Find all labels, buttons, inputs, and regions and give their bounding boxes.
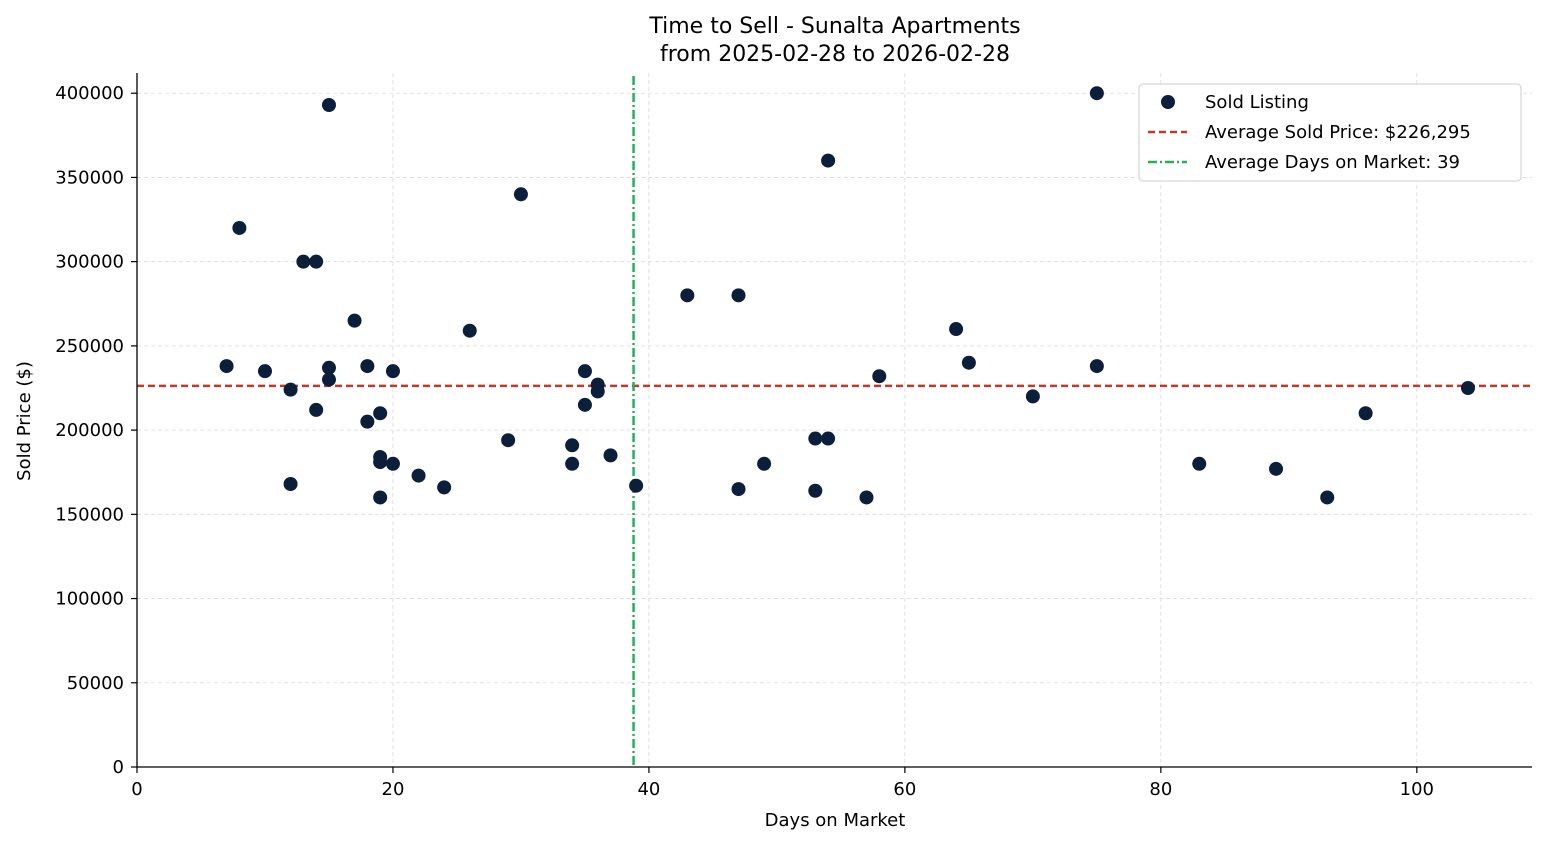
chart-subtitle: from 2025-02-28 to 2026-02-28 [660, 42, 1010, 67]
chart-title: Time to Sell - Sunalta Apartments [648, 14, 1020, 39]
data-point [513, 187, 528, 202]
data-point [731, 288, 746, 303]
reference-lines [137, 76, 1532, 767]
y-tick-label: 400000 [55, 83, 124, 104]
legend-box [1138, 83, 1522, 182]
data-point [360, 359, 375, 374]
data-point [821, 431, 836, 446]
data-point [565, 456, 580, 471]
data-point [1025, 389, 1040, 404]
data-point [577, 397, 592, 412]
data-point [232, 220, 247, 235]
x-tick-label: 0 [131, 779, 142, 800]
tick-labels: 0 20 40 60 80 100 0 50000 100000 150000 200000 2500… [55, 83, 1434, 800]
legend-label-sold: Sold Listing [1205, 92, 1309, 113]
data-point [629, 478, 644, 493]
data-point [501, 433, 516, 448]
data-point [590, 384, 605, 399]
y-tick-label: 100000 [55, 589, 124, 610]
x-tick-label: 20 [382, 779, 405, 800]
data-point [373, 490, 388, 505]
data-point [321, 360, 336, 375]
y-tick-label: 0 [113, 757, 124, 778]
data-point [437, 480, 452, 495]
data-point [462, 323, 477, 338]
data-points [219, 86, 1476, 505]
y-axis-label: Sold Price ($) [14, 361, 35, 481]
data-point [1192, 456, 1207, 471]
legend: Sold Listing Average Sold Price: $226,29… [1138, 83, 1522, 182]
data-point [385, 364, 400, 379]
data-point [309, 254, 324, 269]
data-point [1461, 380, 1476, 395]
data-point [808, 431, 823, 446]
data-point [321, 98, 336, 113]
data-point [949, 322, 964, 337]
data-point [1320, 490, 1335, 505]
data-point [283, 382, 298, 397]
x-tick-label: 40 [637, 779, 660, 800]
data-point [283, 477, 298, 492]
legend-marker-sold [1161, 95, 1175, 109]
y-tick-label: 200000 [55, 420, 124, 441]
x-tick-label: 60 [893, 779, 916, 800]
data-point [321, 372, 336, 387]
data-point [1269, 461, 1284, 476]
legend-label-avg-price: Average Sold Price: $226,295 [1205, 122, 1471, 143]
data-point [872, 369, 887, 384]
data-point [680, 288, 695, 303]
data-point [347, 313, 362, 328]
data-point [1089, 359, 1104, 374]
data-point [577, 364, 592, 379]
data-point [411, 468, 426, 483]
data-point [821, 153, 836, 168]
data-point [859, 490, 874, 505]
data-point [360, 414, 375, 429]
y-tick-label: 50000 [67, 673, 124, 694]
data-point [603, 448, 618, 463]
data-point [808, 483, 823, 498]
x-axis-label: Days on Market [765, 810, 906, 831]
data-point [1089, 86, 1104, 101]
data-point [257, 364, 272, 379]
x-tick-label: 100 [1400, 779, 1434, 800]
data-point [219, 359, 234, 374]
axes [131, 73, 1532, 773]
legend-label-avg-days: Average Days on Market: 39 [1205, 152, 1460, 173]
data-point [757, 456, 772, 471]
data-point [373, 455, 388, 470]
data-point [373, 406, 388, 421]
y-tick-label: 250000 [55, 336, 124, 357]
y-tick-label: 350000 [55, 167, 124, 188]
y-tick-label: 150000 [55, 504, 124, 525]
data-point [296, 254, 311, 269]
data-point [309, 402, 324, 417]
x-tick-label: 80 [1149, 779, 1172, 800]
y-tick-label: 300000 [55, 252, 124, 273]
data-point [565, 438, 580, 453]
data-point [731, 482, 746, 497]
data-point [1358, 406, 1373, 421]
data-point [961, 355, 976, 370]
data-point [385, 456, 400, 471]
